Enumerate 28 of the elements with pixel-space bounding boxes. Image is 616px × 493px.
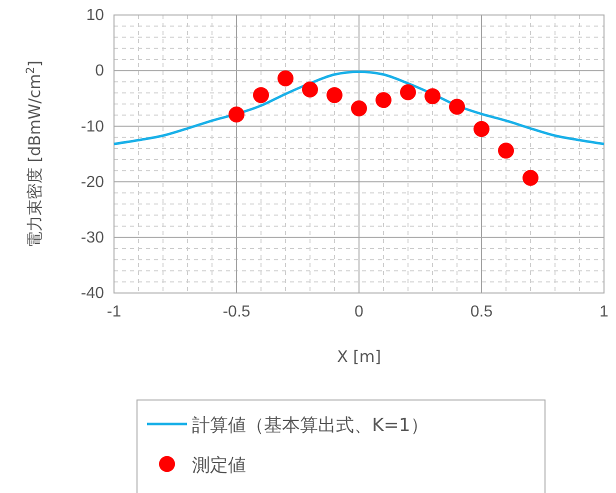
point (302, 82, 318, 98)
x-tick-label: -1 (106, 303, 122, 320)
y-tick-label: 0 (95, 62, 104, 80)
y-tick-label: -10 (80, 118, 104, 136)
point (253, 87, 269, 104)
point (498, 142, 514, 159)
x-tick-label: 0 (354, 303, 364, 320)
point (400, 84, 416, 100)
x-tick-label: 0.5 (470, 303, 493, 320)
point (278, 70, 294, 86)
point (424, 88, 440, 104)
legend-label: 測定値 (192, 455, 246, 476)
x-axis-title: X [m] (336, 347, 382, 366)
y-tick-label: 10 (86, 7, 104, 24)
point (449, 98, 465, 115)
point (326, 87, 342, 104)
y-tick-label: -20 (80, 174, 104, 191)
point (228, 106, 244, 122)
point (376, 92, 392, 108)
y-tick-label: -30 (80, 230, 104, 247)
x-tick-label: 1 (600, 303, 609, 320)
x-tick-label: -0.5 (222, 303, 250, 320)
point (474, 121, 490, 137)
legend-label: 計算値（基本算出式、K=1） (192, 415, 428, 436)
line-series (112, 70, 606, 146)
point (522, 170, 538, 186)
y-tick-label: -40 (80, 285, 104, 302)
point (351, 100, 367, 116)
